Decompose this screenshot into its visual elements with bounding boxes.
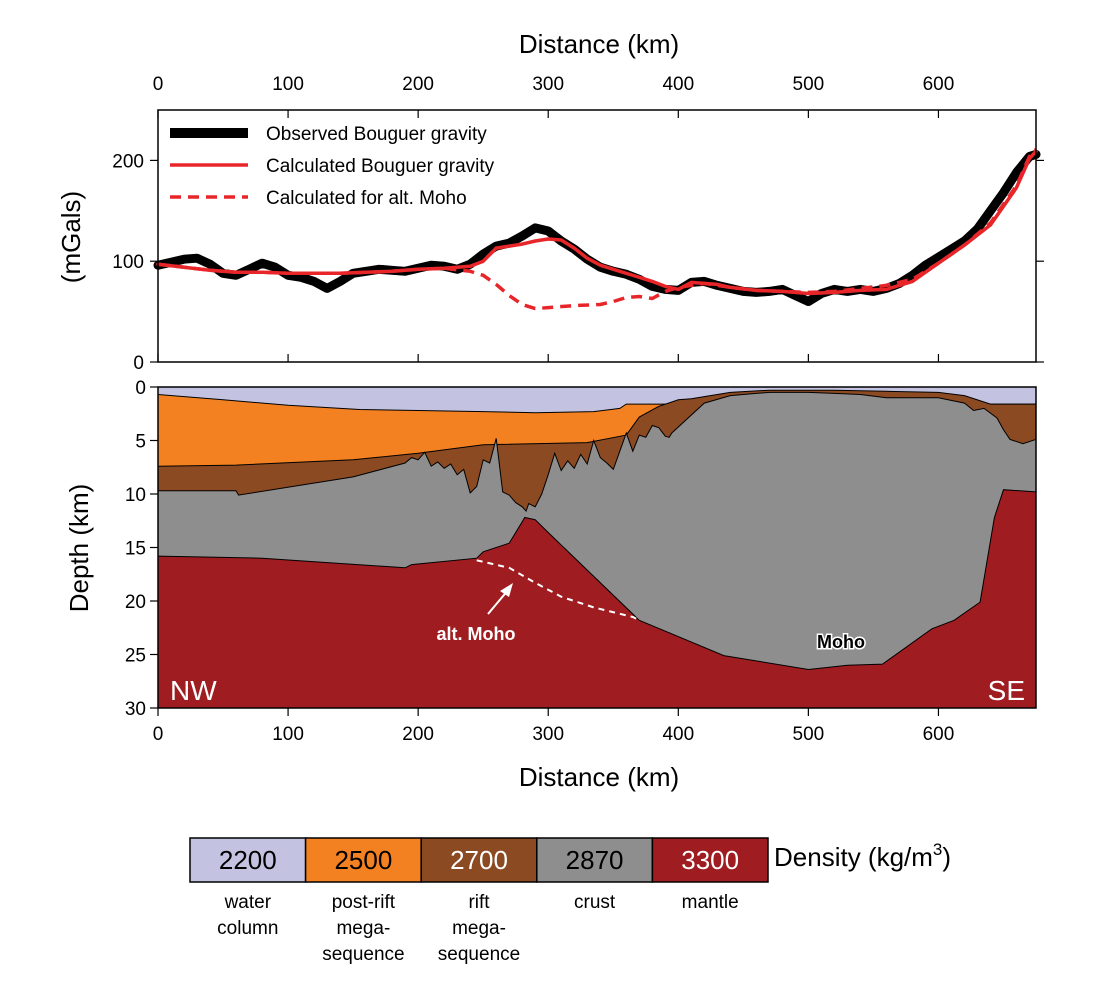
density-value: 3300 xyxy=(681,845,739,875)
gravity-y-axis-title: (mGals) xyxy=(56,191,86,283)
gravity-series-alt-moho xyxy=(157,148,1038,311)
gravity-series-calculated xyxy=(156,149,1038,296)
top-x-tick-labels: 0 100 200 300 400 500 600 xyxy=(153,74,955,95)
depth-y-tick-label: 30 xyxy=(125,699,146,720)
top-x-tick-label: 400 xyxy=(662,74,694,95)
se-label: SE xyxy=(988,675,1025,706)
density-value: 2700 xyxy=(450,845,508,875)
density-layer-label: sequence xyxy=(322,944,404,965)
density-swatch xyxy=(304,837,422,883)
depth-y-tick-label: 5 xyxy=(135,432,146,453)
depth-y-tick-label: 20 xyxy=(125,592,146,613)
density-value: 2500 xyxy=(334,845,392,875)
bottom-x-axis-title: Distance (km) xyxy=(519,762,679,792)
gravity-panel-frame xyxy=(157,109,1037,363)
bottom-x-tick-label: 300 xyxy=(532,724,564,745)
density-swatch xyxy=(651,837,769,883)
gravity-y-tick-label: 200 xyxy=(112,151,144,172)
density-layer-label: sequence xyxy=(438,944,520,965)
bottom-x-tick-label: 500 xyxy=(793,724,825,745)
top-x-tick-label: 200 xyxy=(402,74,434,95)
density-swatch xyxy=(189,837,307,883)
top-x-tick-label: 500 xyxy=(793,74,825,95)
density-legend-title: Density (kg/m3) xyxy=(774,840,951,872)
top-x-axis-title: Distance (km) xyxy=(519,29,679,59)
top-x-tick-label: 600 xyxy=(923,74,955,95)
alt-moho-label: alt. Moho xyxy=(437,624,516,644)
bottom-x-tick-label: 600 xyxy=(923,724,955,745)
moho-label: Moho xyxy=(817,632,865,652)
mantle-layer xyxy=(158,489,1036,708)
depth-y-tick-label: 0 xyxy=(135,378,146,399)
density-value: 2870 xyxy=(566,845,624,875)
density-layer-label: column xyxy=(217,918,278,939)
density-layer-label: mantle xyxy=(682,892,739,913)
density-layer-label: mega- xyxy=(336,918,390,939)
depth-y-tick-label: 25 xyxy=(125,646,146,667)
density-value: 2200 xyxy=(219,845,277,875)
gravity-y-tick-label: 0 xyxy=(133,353,144,374)
legend-label: Observed Bouguer gravity xyxy=(266,124,487,145)
bottom-x-tick-label: 100 xyxy=(272,724,304,745)
top-x-tick-label: 300 xyxy=(532,74,564,95)
legend-label: Calculated Bouguer gravity xyxy=(266,156,495,177)
depth-y-tick-label: 15 xyxy=(125,539,146,560)
gravity-y-tick-label: 100 xyxy=(112,252,144,273)
depth-y-axis-title: Depth (km) xyxy=(64,484,94,613)
density-layer-label: mega- xyxy=(452,918,506,939)
alt-moho-line xyxy=(476,559,640,622)
alt-moho-arrowhead xyxy=(500,583,513,597)
bottom-x-tick-label: 200 xyxy=(402,724,434,745)
bottom-x-tick-label: 400 xyxy=(662,724,694,745)
density-layer-label: water xyxy=(224,892,272,913)
top-x-tick-label: 100 xyxy=(272,74,304,95)
density-layer-label: post-rift xyxy=(332,892,396,913)
gravity-legend: Observed Bouguer gravity Calculated Bougu… xyxy=(170,124,495,209)
density-layer-label: rift xyxy=(468,892,490,913)
bottom-x-tick-label: 0 xyxy=(153,724,164,745)
gravity-panel: 0 100 200 (mGals) Observed Bouguer gravity… xyxy=(56,109,1044,374)
nw-label: NW xyxy=(170,675,217,706)
density-legend: Density (kg/m3) 2200 water column 2500 post-… xyxy=(189,837,951,965)
depth-y-tick-label: 10 xyxy=(125,485,146,506)
legend-label: Calculated for alt. Moho xyxy=(266,188,467,209)
top-x-tick-label: 0 xyxy=(153,74,164,95)
density-layer-label: crust xyxy=(574,892,616,913)
